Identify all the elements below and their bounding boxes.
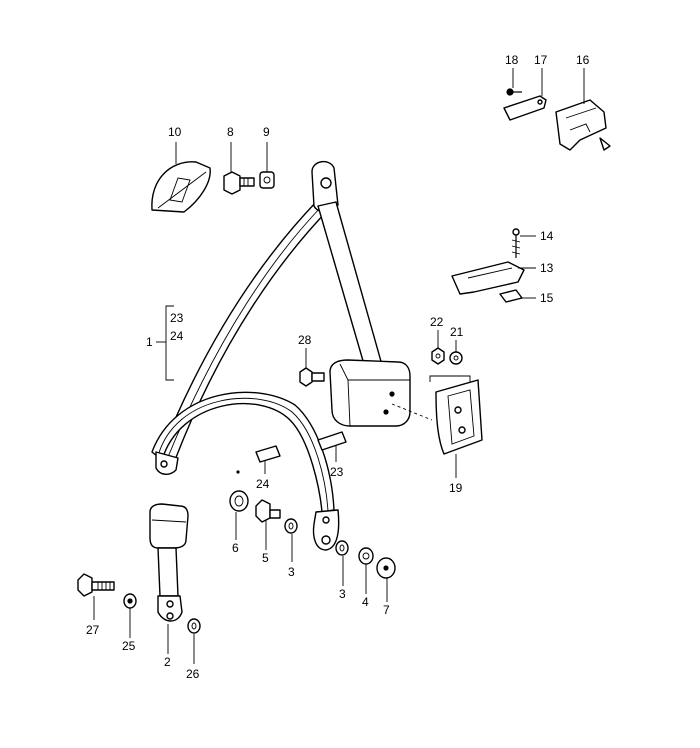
part-18-screw bbox=[506, 88, 522, 96]
label-2: 2 bbox=[164, 655, 171, 669]
part-19-plate bbox=[429, 375, 483, 455]
label-6: 6 bbox=[232, 541, 239, 555]
label-24: 24 bbox=[256, 477, 270, 491]
part-28-bolt bbox=[299, 367, 325, 387]
label-18: 18 bbox=[505, 53, 519, 67]
label-21: 21 bbox=[450, 325, 464, 339]
label-16: 16 bbox=[576, 53, 590, 67]
part-4-nut bbox=[358, 547, 374, 565]
label-26: 26 bbox=[186, 667, 200, 681]
belt-retractor bbox=[329, 359, 433, 427]
label-13: 13 bbox=[540, 261, 554, 275]
lower-left-anchor bbox=[155, 451, 179, 475]
vertical-belt-strap bbox=[317, 201, 385, 379]
part-8-bolt bbox=[223, 171, 255, 195]
part-3-washer-upper bbox=[284, 518, 298, 534]
label-4: 4 bbox=[362, 595, 369, 609]
label-23: 23 bbox=[330, 465, 344, 479]
part-2-buckle bbox=[149, 503, 189, 622]
part-27-bolt bbox=[77, 573, 115, 597]
label-28: 28 bbox=[298, 333, 312, 347]
label-10: 10 bbox=[168, 125, 182, 139]
part-25-washer bbox=[123, 593, 137, 609]
label-3-lower: 3 bbox=[339, 587, 346, 601]
part-21-washer bbox=[449, 351, 463, 365]
label-15: 15 bbox=[540, 291, 554, 305]
part-9-nut bbox=[259, 171, 275, 189]
label-5: 5 bbox=[262, 551, 269, 565]
label-17: 17 bbox=[534, 53, 548, 67]
label-1: 1 bbox=[146, 335, 153, 349]
label-23-bracket: 23 bbox=[170, 311, 184, 325]
part-22-nut bbox=[431, 347, 445, 365]
label-14: 14 bbox=[540, 229, 554, 243]
label-7: 7 bbox=[383, 603, 390, 617]
part-23-spacer bbox=[317, 431, 347, 451]
part-26-washer bbox=[187, 618, 201, 634]
part-13-guide bbox=[451, 261, 525, 295]
part-16-bracket bbox=[555, 99, 611, 151]
part-17-clip bbox=[503, 95, 547, 121]
label-24-bracket: 24 bbox=[170, 329, 184, 343]
label-25: 25 bbox=[122, 639, 136, 653]
part-24-spacer bbox=[236, 445, 281, 474]
part-14-screw bbox=[511, 228, 521, 258]
leader-lines bbox=[93, 68, 585, 664]
upper-anchor-plate bbox=[311, 161, 339, 213]
label-9: 9 bbox=[263, 125, 270, 139]
label-27: 27 bbox=[86, 623, 100, 637]
part-5-bolt bbox=[255, 499, 281, 523]
label-22: 22 bbox=[430, 315, 444, 329]
part-3-washer-lower bbox=[335, 540, 349, 556]
label-8: 8 bbox=[227, 125, 234, 139]
label-3-upper: 3 bbox=[288, 565, 295, 579]
part-7-washer bbox=[376, 557, 396, 579]
part-15-clip bbox=[499, 289, 523, 303]
lower-right-anchor bbox=[312, 509, 340, 551]
part-6-bushing bbox=[229, 490, 249, 512]
label-19: 19 bbox=[449, 481, 463, 495]
part-labels: 10 8 9 18 17 16 14 13 15 22 21 28 1 23 2… bbox=[86, 53, 590, 681]
part-10-cover bbox=[151, 161, 211, 213]
